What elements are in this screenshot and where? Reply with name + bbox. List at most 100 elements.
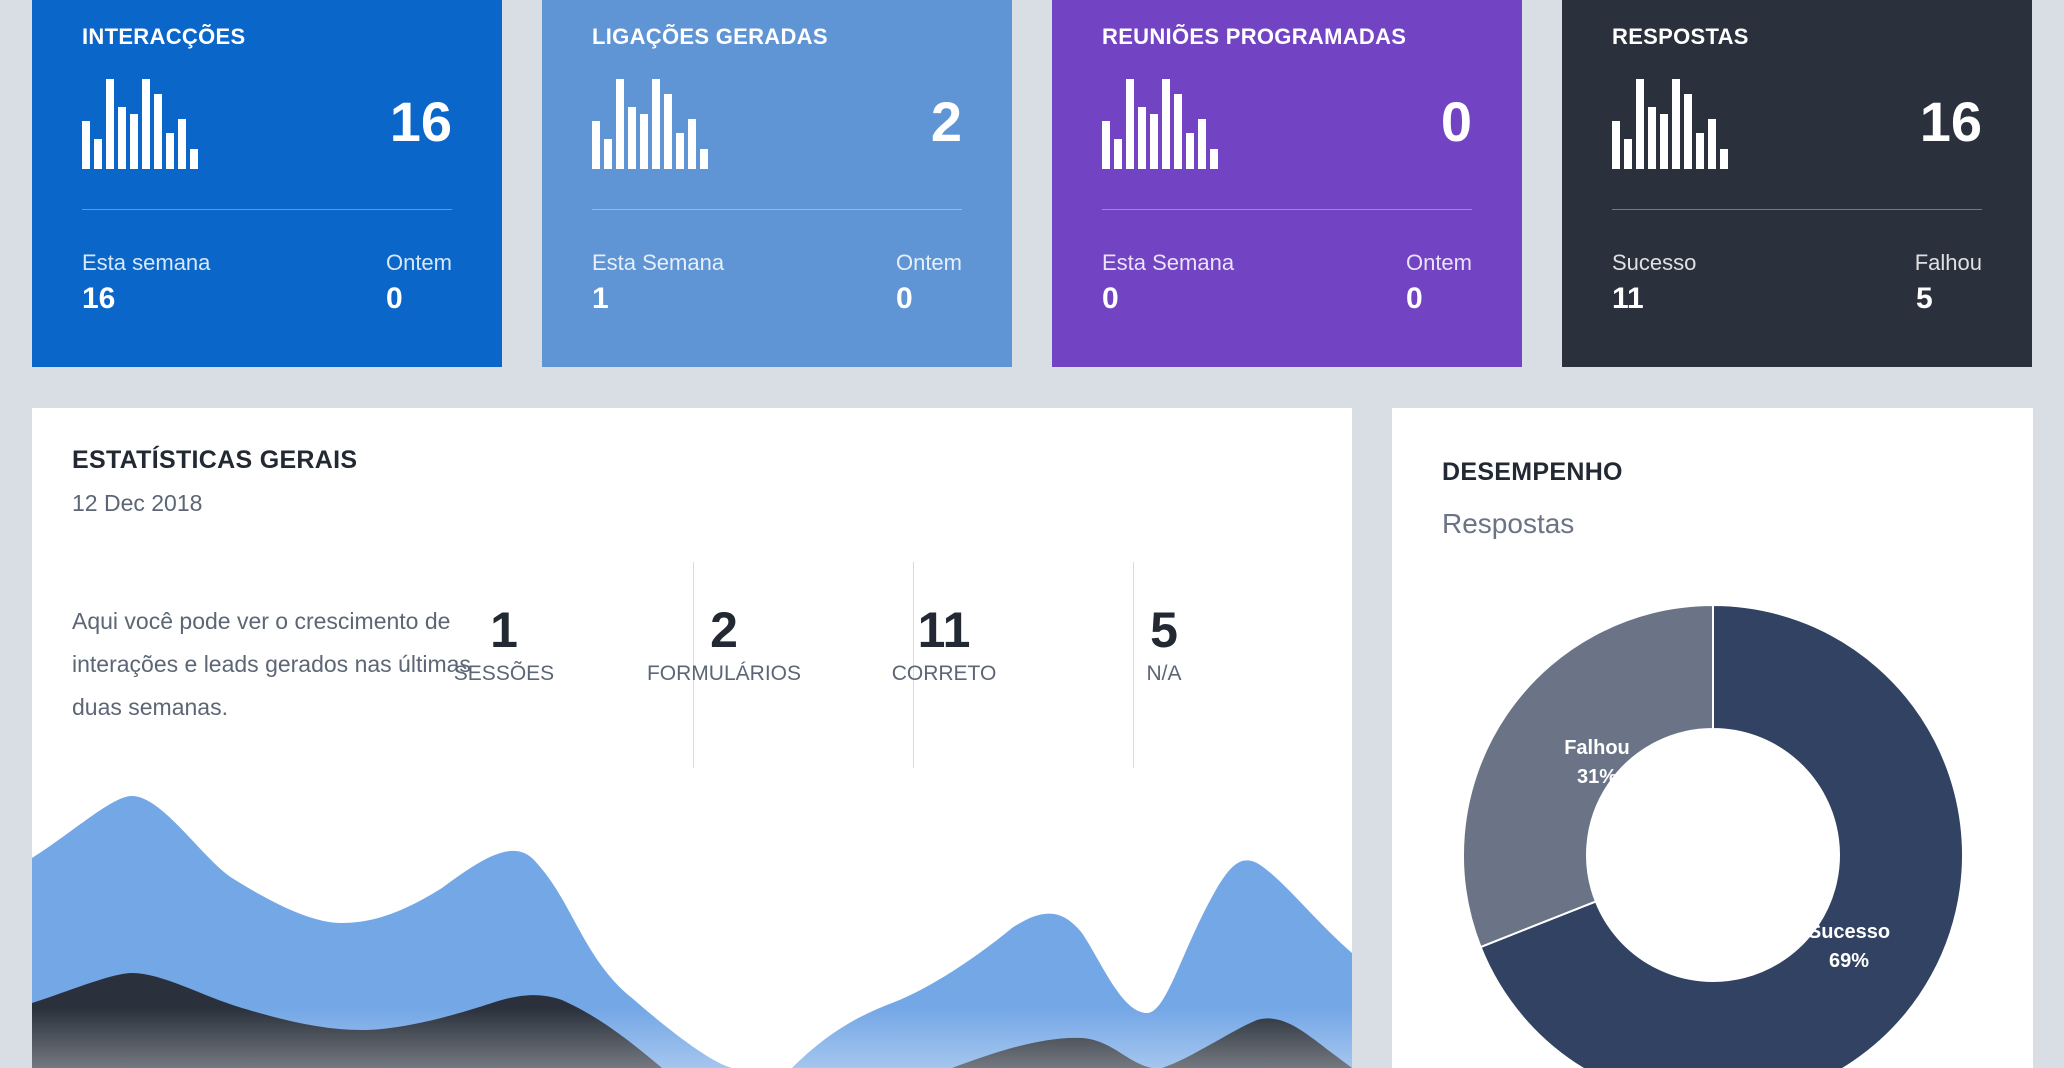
icon-bar [1126,79,1134,169]
card-reunioes-programadas: REUNIÕES PROGRAMADAS 0 Esta Semana Ontem… [1052,0,1522,367]
slice-label-falhou: Falhou 31% [1532,734,1662,792]
metric-label: N/A [1146,662,1182,685]
donut-slice-falhou[interactable] [1462,603,1714,949]
metric-divider [693,562,694,768]
bar-chart-icon [82,79,198,169]
slice-name: Sucesso [1807,921,1891,943]
divider [1102,209,1472,210]
card-title: LIGAÇÕES GERADAS [592,24,828,49]
card-right-label: Falhou [1914,250,1982,275]
card-right-value: 0 [1406,282,1423,315]
panel-date: 12 Dec 2018 [72,490,203,516]
icon-bar [1114,139,1122,169]
stats-description: Aqui você pode ver o crescimento de inte… [72,608,471,720]
metric-label: SESSÕES [453,662,555,685]
card-right-label: Ontem [895,250,962,275]
metric-divider [913,562,914,768]
performance-panel: DESEMPENHO Respostas Falhou 31% Sucesso … [1392,408,2033,1068]
divider [1612,209,1982,210]
icon-bar [130,114,138,169]
icon-bar [1720,149,1728,169]
slice-percent: 69% [1828,950,1870,972]
card-left-value: 16 [82,282,116,315]
chart-fade [32,1008,1352,1068]
icon-bar [94,139,102,169]
card-title: REUNIÕES PROGRAMADAS [1102,24,1407,49]
metric-correto: 11 CORRETO [834,600,1054,686]
area-series-light [32,796,1352,1068]
slice-label-sucesso: Sucesso 69% [1784,918,1914,976]
growth-area-chart [32,796,1352,1068]
metric-value: 11 [917,602,971,658]
card-value: 16 [1919,90,1982,153]
card-left-label: Sucesso [1612,250,1697,275]
metric-formularios: 2 FORMULÁRIOS [614,600,834,686]
panel-subtitle: Respostas [1442,508,1575,539]
metric-value: 1 [490,602,518,658]
icon-bar [616,79,624,169]
card-respostas: RESPOSTAS 16 Sucesso Falhou 11 5 [1562,0,2032,367]
panel-title: ESTATÍSTICAS GERAIS [72,446,358,474]
icon-bar [142,79,150,169]
card-right-label: Ontem [385,250,452,275]
donut-chart [1462,603,1964,1068]
icon-bar [1636,79,1644,169]
icon-bar [1684,94,1692,169]
icon-bar [652,79,660,169]
card-right-label: Ontem [1405,250,1472,275]
card-left-value: 0 [1102,282,1119,315]
divider [82,209,452,210]
icon-bar [676,133,684,169]
icon-bar [166,133,174,169]
card-value: 2 [930,90,962,153]
icon-bar [1102,121,1110,169]
slice-percent: 31% [1576,766,1618,788]
icon-bar [688,119,696,169]
card-interaccoes: INTERACÇÕES 16 Esta semana Ontem 16 0 [32,0,502,367]
bar-chart-icon [592,79,708,169]
card-right-value: 5 [1916,282,1933,315]
metric-label: FORMULÁRIOS [646,662,801,685]
icon-bar [118,107,126,169]
icon-bar [178,119,186,169]
icon-bar [604,139,612,169]
icon-bar [154,94,162,169]
general-stats-panel: ESTATÍSTICAS GERAIS 12 Dec 2018 Aqui voc… [32,408,1352,1068]
card-right-value: 0 [896,282,913,315]
card-right-value: 0 [386,282,403,315]
card-ligacoes-geradas: LIGAÇÕES GERADAS 2 Esta Semana Ontem 1 0 [542,0,1012,367]
icon-bar [1186,133,1194,169]
icon-bar [1696,133,1704,169]
card-title: RESPOSTAS [1612,24,1749,49]
icon-bar [190,149,198,169]
icon-bar [640,114,648,169]
icon-bar [106,79,114,169]
card-title: INTERACÇÕES [82,24,246,49]
metric-value: 2 [710,602,738,658]
donut-slice-sucesso[interactable] [1479,603,1964,1068]
icon-bar [82,121,90,169]
card-left-label: Esta Semana [1102,250,1235,275]
icon-bar [1138,107,1146,169]
card-value: 0 [1440,90,1472,153]
panel-title: DESEMPENHO [1442,458,1623,486]
icon-bar [1150,114,1158,169]
slice-name: Falhou [1564,737,1630,759]
card-value: 16 [389,90,452,153]
icon-bar [1624,139,1632,169]
icon-bar [592,121,600,169]
metric-value: 5 [1150,602,1178,658]
card-left-value: 11 [1612,282,1644,315]
divider [592,209,962,210]
icon-bar [1672,79,1680,169]
metric-na: 5 N/A [1054,600,1274,686]
icon-bar [1162,79,1170,169]
metric-sessoes: 1 SESSÕES [394,600,614,686]
icon-bar [1198,119,1206,169]
icon-bar [1708,119,1716,169]
icon-bar [664,94,672,169]
bar-chart-icon [1612,79,1728,169]
icon-bar [1660,114,1668,169]
icon-bar [1648,107,1656,169]
metric-divider [1133,562,1134,768]
